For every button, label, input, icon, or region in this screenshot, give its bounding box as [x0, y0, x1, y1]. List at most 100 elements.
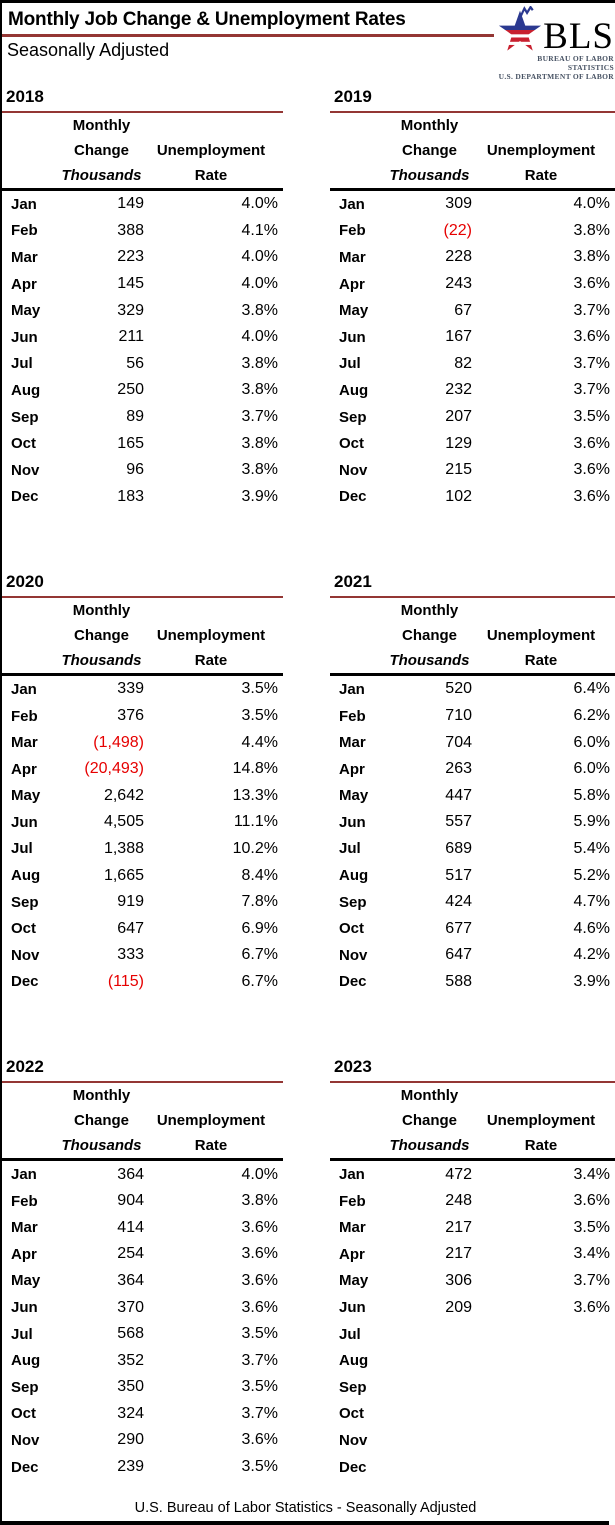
table-body: Jan 339 3.5% Feb 376 3.5% Mar (1,498) 4.4% Apr (20…	[2, 676, 283, 995]
change-value: (1,498)	[93, 733, 144, 751]
month-label: Jan	[11, 195, 37, 213]
change-value: 209	[445, 1298, 472, 1316]
rate-value: 6.2%	[573, 707, 610, 725]
change-value: 710	[445, 707, 472, 725]
month-label: Apr	[11, 275, 37, 293]
table-row: May 2,642 13.3%	[2, 783, 283, 810]
table-row: Aug	[330, 1347, 615, 1374]
rate-value: 3.7%	[573, 301, 610, 319]
rate-value: 3.5%	[241, 680, 278, 698]
table-row: Sep 919 7.8%	[2, 889, 283, 916]
month-label: Jun	[11, 328, 38, 346]
table-row: Oct 165 3.8%	[2, 430, 283, 457]
change-value: 96	[126, 461, 144, 479]
change-value: 447	[445, 786, 472, 804]
rate-value: 6.0%	[573, 760, 610, 778]
change-value: 370	[117, 1298, 144, 1316]
table-body: Jan 309 4.0% Feb (22) 3.8% Mar 228 3.8% Apr 243 3.6…	[330, 191, 615, 510]
change-value: 588	[445, 972, 472, 990]
year-heading: 2020	[6, 572, 44, 592]
change-value: 364	[117, 1271, 144, 1289]
change-value: 1,665	[103, 866, 144, 884]
table-row: Oct 677 4.6%	[330, 915, 615, 942]
rate-value: 10.2%	[232, 839, 278, 857]
rate-value: 3.8%	[241, 1192, 278, 1210]
month-label: Jan	[11, 1166, 37, 1184]
rate-value: 5.8%	[573, 786, 610, 804]
bls-star-icon	[498, 5, 542, 54]
change-value: 350	[117, 1378, 144, 1396]
bls-logo-text: BLS	[543, 16, 614, 57]
rate-value: 8.4%	[241, 866, 278, 884]
month-label: Oct	[11, 435, 37, 453]
month-label: Jun	[11, 813, 38, 831]
month-label: Feb	[339, 222, 366, 240]
bottom-rule	[2, 1521, 609, 1525]
table-row: Mar (1,498) 4.4%	[2, 729, 283, 756]
month-label: Jul	[339, 355, 361, 373]
rate-value: 3.9%	[573, 972, 610, 990]
change-value: 254	[117, 1245, 144, 1263]
change-value: 56	[126, 354, 144, 372]
header: Monthly Job Change & Unemployment Rates …	[2, 3, 615, 81]
month-label: Oct	[339, 435, 365, 453]
change-value: 223	[117, 248, 144, 266]
table-row: Oct 324 3.7%	[2, 1401, 283, 1428]
title-rule	[2, 34, 494, 37]
rate-value: 3.5%	[241, 1378, 278, 1396]
change-value: 647	[445, 946, 472, 964]
change-value: 2,642	[103, 786, 144, 804]
rate-value: 6.0%	[573, 733, 610, 751]
month-label: Feb	[11, 222, 38, 240]
table-row: Jan 309 4.0%	[330, 191, 615, 218]
table-row: Oct 129 3.6%	[330, 430, 615, 457]
change-value: (20,493)	[84, 760, 144, 778]
month-label: Jun	[339, 813, 366, 831]
change-value: 309	[445, 195, 472, 213]
change-value: 82	[454, 354, 472, 372]
month-label: Nov	[11, 1431, 40, 1449]
table-row: Sep 424 4.7%	[330, 889, 615, 916]
rate-value: 3.9%	[241, 487, 278, 505]
rate-value: 4.0%	[241, 195, 278, 213]
year-heading: 2022	[6, 1057, 44, 1077]
month-label: May	[11, 302, 41, 320]
rate-value: 5.9%	[573, 813, 610, 831]
table-body: Jan 364 4.0% Feb 904 3.8% Mar 414 3.6% Apr 254 3.6%…	[2, 1161, 283, 1480]
month-label: Mar	[11, 1219, 38, 1237]
month-label: Nov	[339, 946, 368, 964]
month-label: Mar	[339, 734, 366, 752]
rate-value: 4.0%	[241, 248, 278, 266]
table-row: Aug 1,665 8.4%	[2, 862, 283, 889]
rate-value: 3.6%	[241, 1431, 278, 1449]
column-headers: Monthly Change Thousands Unemployment Ra…	[2, 598, 283, 677]
month-label: Dec	[11, 973, 39, 991]
month-column-spacer	[2, 113, 59, 188]
change-value: 145	[117, 275, 144, 293]
change-value: 89	[126, 408, 144, 426]
change-value: 129	[445, 434, 472, 452]
table-row: Jun 167 3.6%	[330, 324, 615, 351]
table-row: Nov 215 3.6%	[330, 457, 615, 484]
table-row: Dec (115) 6.7%	[2, 969, 283, 996]
month-label: Apr	[339, 275, 365, 293]
month-column-spacer	[330, 113, 387, 188]
footer-note: U.S. Bureau of Labor Statistics - Season…	[134, 1500, 477, 1516]
change-value: 243	[445, 275, 472, 293]
month-column-spacer	[2, 598, 59, 673]
month-label: Mar	[11, 734, 38, 752]
month-label: Aug	[339, 381, 369, 399]
change-value: 388	[117, 221, 144, 239]
month-label: Apr	[11, 760, 37, 778]
table-row: May 329 3.8%	[2, 297, 283, 324]
change-value: 228	[445, 248, 472, 266]
month-label: Sep	[339, 408, 367, 426]
table-row: Jan 364 4.0%	[2, 1161, 283, 1188]
rate-value: 4.1%	[241, 221, 278, 239]
change-value: 414	[117, 1218, 144, 1236]
month-label: Nov	[11, 946, 40, 964]
table-row: Jun 370 3.6%	[2, 1294, 283, 1321]
table-row: Jul 56 3.8%	[2, 351, 283, 378]
change-value: 149	[117, 195, 144, 213]
col-header-rate: Unemployment Rate	[156, 1112, 266, 1155]
